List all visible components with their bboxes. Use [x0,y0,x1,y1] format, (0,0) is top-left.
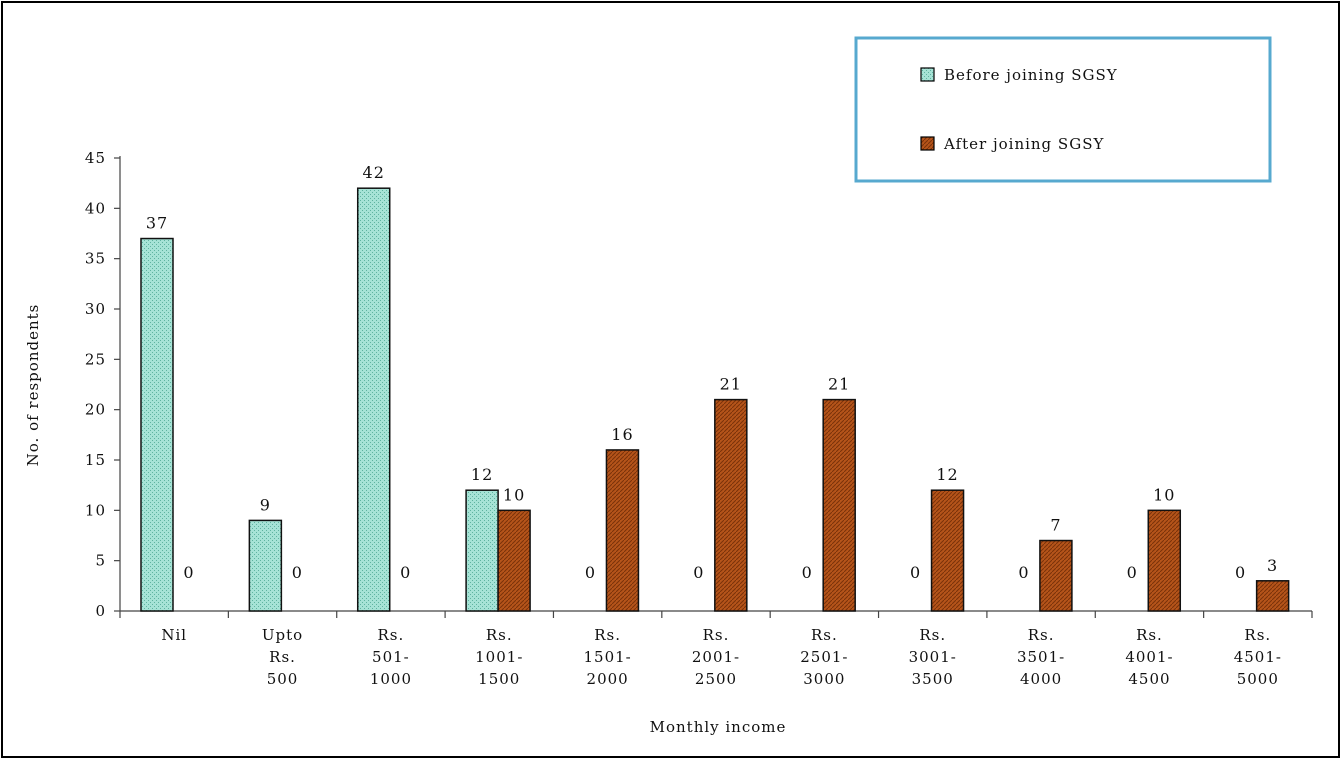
data-label: 0 [1235,563,1246,582]
data-label: 10 [503,485,525,504]
data-label: 0 [292,563,303,582]
data-label: 0 [585,563,596,582]
data-labels: 37 9 42 12 0 0 0 0 0 0 0 0 0 0 10 16 21 21 12 7 10 3 [146,163,1278,582]
legend-label-before: Before joining SGSY [944,66,1118,84]
x-tick-label: Nil [161,626,187,644]
y-tick-label: 15 [85,451,106,469]
y-axis-title: No. of respondents [24,304,42,467]
data-label: 0 [910,563,921,582]
data-label: 9 [260,495,271,514]
bar-before-joining [140,237,174,612]
y-tick-label: 35 [85,250,106,268]
x-axis-title: Monthly income [650,718,787,736]
legend-swatch-after [920,136,935,151]
data-label: 21 [720,375,742,394]
y-tick-label: 40 [85,199,106,217]
bar-after-joining [1039,539,1073,612]
x-tick-label: Rs. 2501-3000 [800,626,848,688]
data-label: 21 [828,375,850,394]
data-label: 0 [183,563,194,582]
bar-after-joining [497,509,531,612]
y-tick-label: 20 [85,401,106,419]
x-tick-label: Rs. 3001-3500 [909,626,957,688]
legend-box [854,36,1272,183]
x-tick-label: Rs. 2001-2500 [692,626,740,688]
y-tick-label: 45 [85,149,106,167]
data-label: 42 [363,163,385,182]
x-tick-label: Rs. 4001-4500 [1125,626,1173,688]
data-label: 3 [1267,556,1278,575]
y-tick-label: 10 [85,501,106,519]
data-label: 0 [1018,563,1029,582]
y-tick-label: 25 [85,350,106,368]
bar-before-joining [356,187,391,612]
x-tick-label: Rs. 3501-4000 [1017,626,1065,688]
legend-swatch-before [920,67,935,82]
x-tick-label: Rs. 501-1000 [370,626,412,688]
bars [140,187,1290,612]
bar-after-joining [714,398,748,612]
bar-after-joining [822,398,856,612]
legend-label-after: After joining SGSY [943,135,1104,153]
data-label: 7 [1050,516,1061,535]
bar-after-joining [1255,580,1290,612]
data-label: 12 [936,465,958,484]
y-tick-label: 30 [85,300,106,318]
data-label: 16 [611,425,633,444]
bar-before-joining [248,519,283,612]
x-tick-label: Rs. 4501-5000 [1234,626,1282,688]
data-label: 0 [802,563,813,582]
data-label: 12 [471,465,493,484]
legend: Before joining SGSY After joining SGSY [854,36,1272,183]
data-label: 0 [1127,563,1138,582]
y-tick-label: 0 [95,602,106,620]
data-label: 0 [693,563,704,582]
x-tick-label: Upto Rs. 500 [262,626,303,688]
x-tick-label: Rs. 1001-1500 [475,626,523,688]
bar-after-joining [1147,509,1182,612]
x-tick-label: Rs. 1501-2000 [584,626,632,688]
data-label: 0 [400,563,411,582]
data-label: 37 [146,214,168,233]
y-tick-label: 5 [95,552,106,570]
bar-before-joining [465,489,499,612]
bar-after-joining [930,489,965,612]
data-label: 10 [1153,485,1175,504]
bar-after-joining [605,449,640,612]
